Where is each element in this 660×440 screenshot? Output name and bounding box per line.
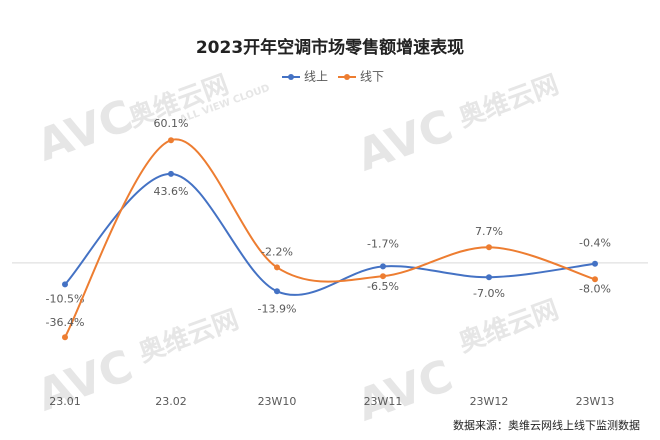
data-label: -13.9% [258,302,297,315]
data-label: -10.5% [46,292,85,305]
data-point [274,288,280,295]
data-label: -2.2% [261,245,293,258]
data-label: 43.6% [154,185,189,198]
legend-marker [344,74,350,80]
data-point [62,334,68,341]
x-tick-label: 23W10 [258,395,297,408]
data-label: -8.0% [579,282,611,295]
data-label: 7.7% [475,225,503,238]
data-point [380,273,386,280]
x-tick-label: 23W11 [364,395,403,408]
data-point [486,244,492,251]
data-point [274,264,280,271]
x-tick-label: 23W13 [576,395,615,408]
data-point [592,276,598,283]
data-label: -7.0% [473,287,505,300]
x-tick-label: 23W12 [470,395,509,408]
data-point [62,281,68,288]
legend-label: 线下 [360,70,384,84]
data-label: -6.5% [367,280,399,293]
data-label: -0.4% [579,237,611,250]
x-tick-label: 23.01 [49,395,81,408]
data-point [168,137,174,144]
data-point [168,170,174,177]
chart-title: 2023开年空调市场零售额增速表现 [196,37,464,58]
data-point [380,263,386,270]
legend-label: 线上 [304,70,328,84]
data-label: 60.1% [154,117,189,130]
data-label: -36.4% [46,316,85,329]
x-tick-label: 23.02 [155,395,187,408]
data-point [486,274,492,281]
data-point [592,260,598,267]
data-label: -1.7% [367,237,399,250]
source-note: 数据来源：奥维云网线上线下监测数据 [453,418,640,432]
legend-marker [288,74,294,80]
